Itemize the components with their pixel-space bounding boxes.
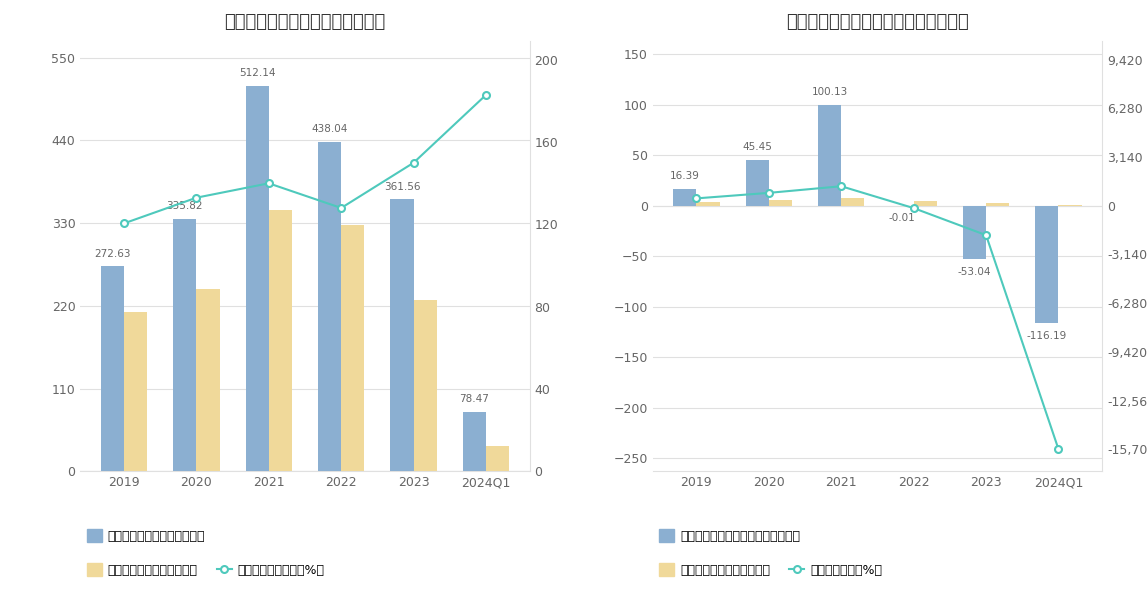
Bar bbox=[246, 86, 269, 471]
Bar bbox=[318, 142, 341, 471]
Legend: 左轴：归母净利润（亿元）, 右轴：净现比（%）: 左轴：归母净利润（亿元）, 右轴：净现比（%） bbox=[659, 564, 883, 577]
Text: 100.13: 100.13 bbox=[812, 87, 847, 97]
Bar bbox=[413, 300, 436, 471]
Bar bbox=[196, 289, 219, 471]
Text: 361.56: 361.56 bbox=[383, 181, 420, 191]
Bar bbox=[1035, 206, 1058, 323]
Bar bbox=[341, 224, 364, 471]
Bar bbox=[697, 202, 720, 206]
Title: 历年经营现金流入、营业收入情况: 历年经营现金流入、营业收入情况 bbox=[224, 14, 386, 31]
Text: 512.14: 512.14 bbox=[239, 68, 276, 78]
Text: 335.82: 335.82 bbox=[166, 201, 203, 211]
Bar bbox=[841, 198, 864, 206]
Text: -53.04: -53.04 bbox=[957, 267, 991, 277]
Bar bbox=[673, 189, 697, 206]
Bar bbox=[390, 200, 413, 471]
Bar bbox=[269, 210, 292, 471]
Text: 16.39: 16.39 bbox=[670, 171, 700, 181]
Text: 272.63: 272.63 bbox=[94, 249, 131, 259]
Bar bbox=[819, 105, 841, 206]
Legend: 左轴：营业总收入（亿元）, 右轴：营收现金比（%）: 左轴：营业总收入（亿元）, 右轴：营收现金比（%） bbox=[86, 564, 325, 577]
Title: 历年经营现金流净额、归母净利润情况: 历年经营现金流净额、归母净利润情况 bbox=[786, 14, 969, 31]
Text: -0.01: -0.01 bbox=[889, 213, 915, 223]
Bar bbox=[1058, 205, 1081, 206]
Bar bbox=[746, 160, 769, 206]
Bar bbox=[963, 206, 986, 259]
Text: -116.19: -116.19 bbox=[1026, 331, 1066, 341]
Bar bbox=[124, 312, 147, 471]
Bar bbox=[769, 200, 792, 206]
Text: 45.45: 45.45 bbox=[743, 142, 773, 152]
Bar bbox=[101, 266, 124, 471]
Bar bbox=[486, 446, 510, 471]
Text: 78.47: 78.47 bbox=[459, 395, 489, 405]
Bar bbox=[463, 412, 486, 471]
Bar bbox=[173, 219, 196, 471]
Bar bbox=[986, 203, 1009, 206]
Text: 438.04: 438.04 bbox=[311, 124, 348, 134]
Bar bbox=[914, 201, 937, 206]
